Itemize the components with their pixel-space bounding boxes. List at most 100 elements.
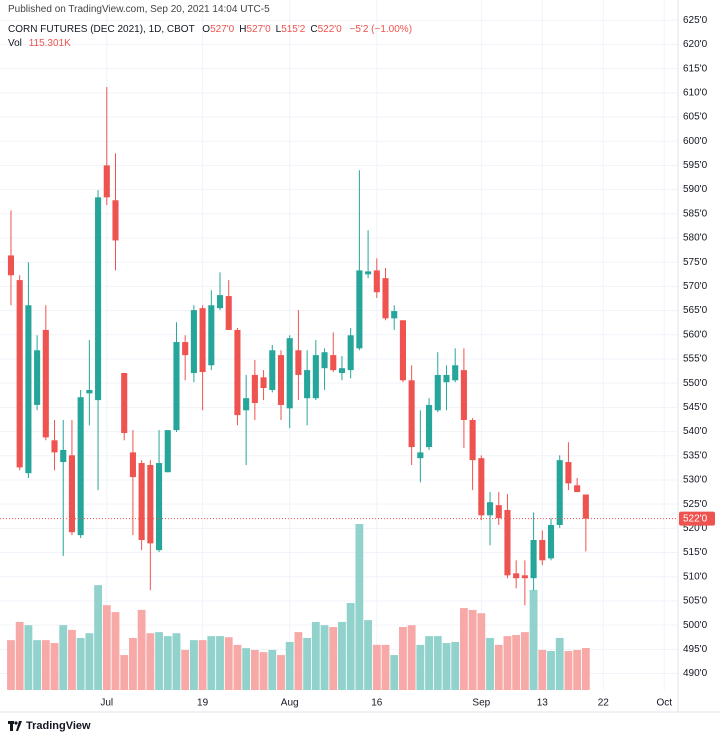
- ohlc: O527'0 H527'0 L515'2 C522'0: [197, 24, 341, 35]
- volume-bar: [520, 632, 529, 690]
- candle-body: [504, 509, 511, 576]
- candle-body: [582, 494, 589, 519]
- candle-body: [417, 452, 424, 459]
- y-tick-label: 530'0: [683, 475, 708, 486]
- candle-body: [434, 374, 441, 411]
- y-tick-label: 560'0: [683, 329, 708, 340]
- candle-body: [460, 370, 467, 420]
- volume-bar: [33, 640, 42, 690]
- volume-bar: [346, 602, 355, 690]
- volume-bar: [24, 625, 33, 690]
- y-tick-label: 510'0: [683, 571, 708, 582]
- legend: CORN FUTURES (DEC 2021), 1D, CBOT O527'0…: [8, 24, 412, 35]
- y-tick-label: 615'0: [683, 63, 708, 74]
- symbol: CORN FUTURES (DEC 2021), 1D, CBOT: [8, 24, 195, 35]
- volume-bar: [407, 625, 416, 690]
- volume-bar: [320, 625, 329, 690]
- y-tick-label: 575'0: [683, 257, 708, 268]
- candle-body: [338, 368, 346, 374]
- volume-bar: [172, 633, 181, 690]
- y-tick-label: 600'0: [683, 136, 708, 147]
- volume-bar: [294, 632, 303, 690]
- y-tick-label: 605'0: [683, 112, 708, 123]
- x-tick-label: 22: [598, 698, 610, 709]
- volume-bar: [303, 637, 312, 690]
- candle-body: [373, 270, 380, 293]
- volume-bar: [364, 620, 373, 690]
- last-price-box: [679, 511, 715, 526]
- candle-body: [112, 200, 119, 241]
- volume-legend: Vol 115.301K: [8, 38, 71, 49]
- volume-bar: [416, 644, 425, 690]
- y-tick-label: 540'0: [683, 426, 708, 437]
- volume-bar: [564, 651, 573, 690]
- candle-body: [86, 389, 93, 394]
- x-tick-label: Jul: [100, 698, 113, 709]
- volume-bar: [512, 635, 521, 690]
- y-tick-label: 550'0: [683, 378, 708, 389]
- candle-body: [495, 505, 502, 519]
- y-tick-label: 535'0: [683, 450, 708, 461]
- candle-body: [321, 352, 328, 369]
- volume-bar: [181, 649, 190, 690]
- candle-body: [7, 255, 15, 276]
- footer-text: TradingView: [26, 720, 91, 732]
- x-tick-label: Aug: [281, 698, 299, 709]
- candle-body: [486, 502, 494, 516]
- volume-bar: [538, 649, 547, 690]
- volume-bar: [503, 636, 512, 690]
- candle-body: [286, 338, 293, 409]
- volume-bar: [259, 652, 268, 690]
- candle-body: [556, 460, 563, 525]
- candle-body: [426, 404, 433, 448]
- candle-body: [452, 365, 459, 381]
- ohlc-value: 522'0: [317, 24, 342, 35]
- volume-bar: [555, 637, 564, 690]
- candle-body: [408, 380, 415, 448]
- candle-body: [147, 464, 154, 544]
- volume-bar: [573, 649, 582, 690]
- y-tick-label: 620'0: [683, 39, 708, 50]
- candle-body: [51, 440, 58, 453]
- candle-body: [574, 485, 581, 493]
- volume-bar: [41, 640, 50, 690]
- candle-body: [208, 305, 215, 366]
- candle-body: [521, 575, 528, 579]
- ohlc-key: C: [310, 24, 318, 35]
- candle-body: [513, 573, 520, 579]
- candle-body: [138, 463, 145, 540]
- y-tick-label: 595'0: [683, 160, 708, 171]
- volume-bar: [189, 640, 198, 690]
- candle-body: [225, 296, 232, 330]
- x-tick-label: Oct: [656, 698, 672, 709]
- volume-bar: [285, 641, 294, 690]
- y-tick-label: 505'0: [683, 596, 708, 607]
- candle-body: [77, 397, 84, 536]
- candle-body: [312, 355, 319, 399]
- y-tick-label: 525'0: [683, 499, 708, 510]
- volume-bar: [581, 648, 590, 690]
- volume-bar: [355, 524, 364, 690]
- candle-body: [260, 377, 267, 389]
- volume-bar: [68, 629, 76, 690]
- volume-bar: [277, 655, 285, 690]
- logo: [8, 721, 22, 731]
- candle-body: [530, 539, 537, 579]
- volume-bar: [120, 655, 129, 690]
- candle-body: [399, 320, 406, 381]
- volume-bar: [137, 609, 146, 690]
- volume-bar: [94, 585, 102, 690]
- volume-bar: [311, 621, 320, 690]
- volume-bar: [224, 637, 233, 690]
- volume-bar: [102, 605, 111, 690]
- candle-body: [565, 462, 572, 484]
- change: −5'2 (−1.00%): [349, 24, 413, 35]
- volume-bar: [372, 644, 381, 690]
- candle-body: [95, 197, 102, 401]
- y-tick-label: 590'0: [683, 184, 708, 195]
- volume-bar: [425, 636, 433, 690]
- candle-body: [443, 374, 450, 383]
- candle-body: [382, 278, 389, 319]
- x-tick-label: 19: [197, 698, 209, 709]
